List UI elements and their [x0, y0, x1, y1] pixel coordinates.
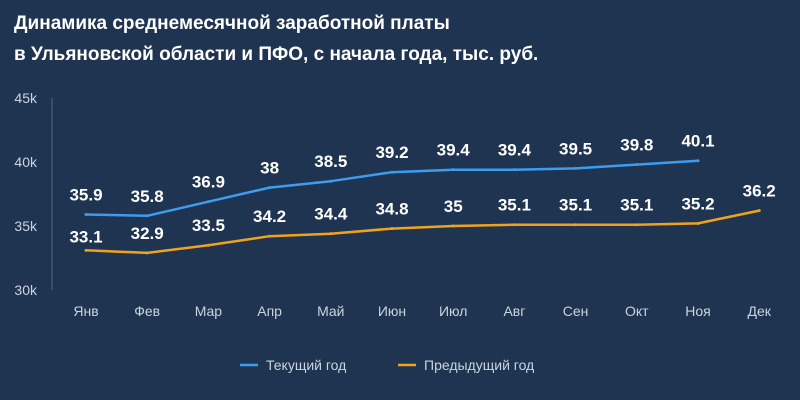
x-axis-ticks: Янв Фев Мар Апр Май Июн Июл Авг Сен Окт Ноя Дек	[73, 303, 771, 319]
data-point	[635, 163, 639, 167]
x-tick-label: Ноя	[685, 303, 710, 319]
data-point	[512, 168, 516, 172]
x-tick-label: Сен	[563, 303, 589, 319]
x-tick-label: Июн	[378, 303, 406, 319]
x-tick-label: Апр	[257, 303, 282, 319]
data-label: 34.2	[253, 207, 286, 226]
data-point	[635, 223, 639, 227]
data-point	[451, 168, 455, 172]
data-point	[145, 214, 149, 218]
x-tick-label: Янв	[73, 303, 98, 319]
data-point	[574, 223, 578, 227]
data-point	[329, 232, 333, 236]
data-label: 34.8	[375, 200, 408, 219]
data-label: 36.9	[192, 173, 225, 192]
data-label: 39.4	[437, 141, 471, 160]
data-point	[206, 200, 210, 204]
data-point	[757, 209, 761, 213]
data-label: 35.9	[69, 185, 102, 204]
y-tick-label: 35k	[14, 218, 38, 234]
data-point	[696, 221, 700, 225]
data-label: 35.8	[131, 187, 164, 206]
legend-label: Предыдущий год	[424, 357, 534, 373]
data-point	[696, 159, 700, 163]
data-label: 35.2	[681, 194, 714, 213]
series-line-previous-year	[84, 209, 761, 255]
data-point	[268, 186, 272, 190]
data-label: 35	[444, 197, 463, 216]
data-label: 33.5	[192, 216, 225, 235]
data-point	[574, 166, 578, 170]
series-lines	[84, 159, 761, 255]
data-label: 34.4	[314, 205, 348, 224]
data-point	[512, 223, 516, 227]
data-point	[268, 234, 272, 238]
data-point	[145, 251, 149, 255]
y-tick-label: 30k	[14, 282, 38, 298]
data-label: 40.1	[681, 132, 714, 151]
y-tick-label: 40k	[14, 154, 38, 170]
x-tick-label: Окт	[625, 303, 649, 319]
data-label: 32.9	[131, 224, 164, 243]
data-point	[451, 224, 455, 228]
data-label: 35.1	[559, 196, 592, 215]
x-tick-label: Май	[317, 303, 344, 319]
data-label: 33.1	[69, 227, 102, 246]
y-tick-label: 45k	[14, 90, 38, 106]
data-label: 35.1	[620, 196, 653, 215]
data-label: 39.5	[559, 139, 592, 158]
data-label: 35.1	[498, 196, 531, 215]
data-point	[390, 170, 394, 174]
chart-title-line-2: в Ульяновской области и ПФО, с начала го…	[14, 44, 539, 65]
data-point	[84, 248, 88, 252]
data-point	[206, 243, 210, 247]
data-label: 38.5	[314, 152, 347, 171]
y-axis-ticks: 30k 35k 40k 45k	[14, 90, 38, 298]
x-tick-label: Мар	[195, 303, 223, 319]
x-tick-label: Дек	[747, 303, 771, 319]
data-label: 39.2	[375, 143, 408, 162]
chart-title-line-1: Динамика среднемесячной заработной платы	[14, 13, 450, 34]
legend: Текущий год Предыдущий год	[240, 357, 534, 373]
data-point	[390, 227, 394, 231]
data-point	[84, 212, 88, 216]
data-label: 39.4	[498, 141, 532, 160]
legend-label: Текущий год	[266, 357, 346, 373]
data-labels: 35.9 35.8 36.9 38 38.5 39.2 39.4 39.4 39.5 39.8 40…	[69, 132, 775, 247]
data-point	[329, 179, 333, 183]
x-tick-label: Июл	[439, 303, 467, 319]
x-tick-label: Авг	[503, 303, 525, 319]
data-label: 36.2	[743, 182, 776, 201]
chart-title: Динамика среднемесячной заработной платы…	[14, 8, 538, 70]
data-label: 38	[260, 159, 279, 178]
x-tick-label: Фев	[134, 303, 160, 319]
data-label: 39.8	[620, 136, 653, 155]
